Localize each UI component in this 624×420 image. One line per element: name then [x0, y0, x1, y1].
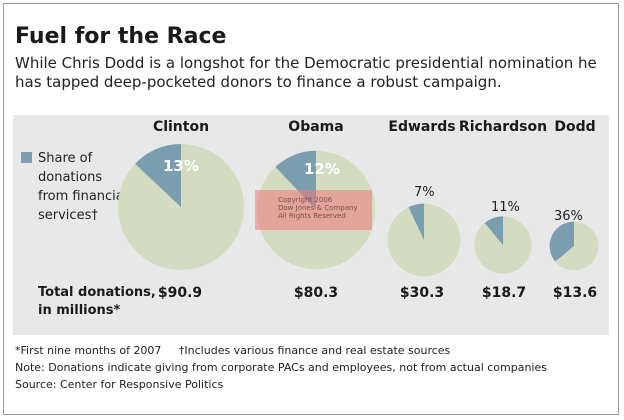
- pie-dodd-financial-slice: [549, 221, 574, 262]
- footnote-line-3: Source: Center for Responsive Politics: [15, 378, 224, 391]
- total-edwards: $30.3: [399, 285, 445, 301]
- pie-edwards-share-label: 7%: [414, 185, 435, 200]
- candidate-name-edwards: Edwards: [388, 119, 456, 135]
- footnote-line-1: *First nine months of 2007 †Includes var…: [15, 344, 451, 357]
- pie-richardson-share-label: 11%: [491, 200, 520, 215]
- total-dodd: $13.6: [552, 285, 598, 301]
- chart-subtitle: While Chris Dodd is a longshot for the D…: [15, 54, 597, 91]
- watermark-text: Copyright 2006 Dow Jones & Company All R…: [278, 196, 358, 220]
- pie-richardson-financial-slice: [484, 216, 503, 245]
- pie-clinton-financial-slice: [135, 144, 181, 207]
- footnotes: *First nine months of 2007 †Includes var…: [15, 342, 547, 393]
- candidate-name-clinton: Clinton: [152, 119, 210, 135]
- total-richardson: $18.7: [481, 285, 527, 301]
- total-obama: $80.3: [293, 285, 339, 301]
- footnote-line-2: Note: Donations indicate giving from cor…: [15, 361, 547, 374]
- totals-label: Total donations, in millions*: [38, 285, 156, 318]
- pie-obama-share-label: 12%: [304, 160, 340, 178]
- copyright-watermark: [255, 190, 372, 230]
- chart-title: Fuel for the Race: [15, 24, 227, 49]
- candidate-name-dodd: Dodd: [554, 119, 596, 135]
- legend-label: Share of donations from financial servic…: [38, 151, 128, 223]
- candidate-name-obama: Obama: [288, 119, 344, 135]
- candidate-name-richardson: Richardson: [458, 119, 548, 135]
- pie-edwards-financial-slice: [408, 203, 424, 240]
- legend-swatch: [21, 152, 32, 163]
- pie-dodd-share-label: 36%: [554, 209, 583, 224]
- pie-clinton-share-label: 13%: [163, 157, 199, 175]
- total-clinton: $90.9: [157, 285, 203, 301]
